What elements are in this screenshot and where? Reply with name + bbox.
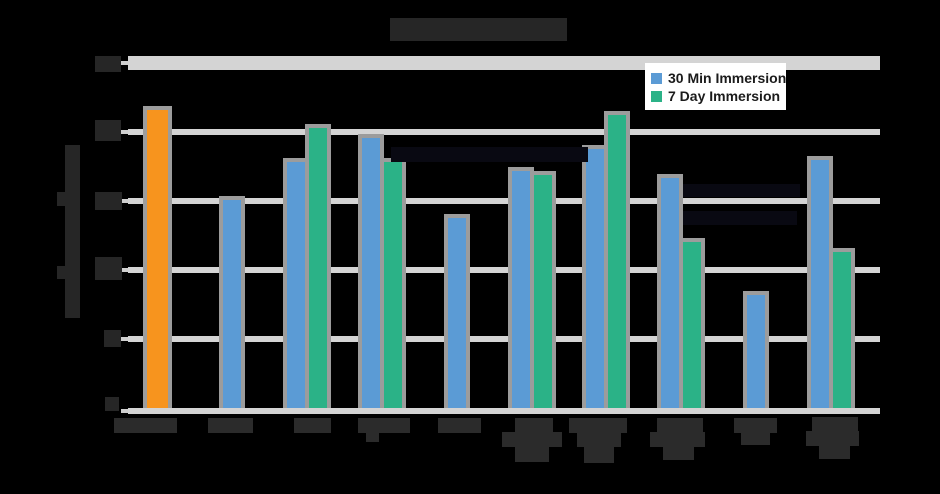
legend-swatch-green [651, 90, 662, 102]
bar [383, 162, 402, 408]
y-axis-title-redacted [57, 266, 65, 279]
x-tick-label-redacted [819, 446, 850, 459]
gridline [128, 408, 880, 414]
x-tick-label-redacted [438, 418, 481, 433]
annotation-redacted [683, 211, 797, 225]
bar [287, 162, 305, 408]
y-tick-label-redacted [95, 257, 122, 280]
x-tick-label-redacted [577, 433, 621, 447]
legend-item: 30 Min Immersion [651, 69, 786, 87]
x-tick-label-redacted [502, 432, 562, 447]
x-tick-label-redacted [114, 418, 177, 433]
bar [586, 148, 605, 408]
y-axis-tick [121, 130, 128, 134]
chart-title-redacted [390, 18, 567, 41]
x-tick-label-redacted [812, 417, 858, 432]
bar [747, 294, 766, 408]
legend: 30 Min Immersion 7 Day Immersion [645, 63, 786, 110]
bar [832, 252, 851, 408]
gridline [128, 129, 880, 135]
y-tick-label-redacted [104, 330, 121, 347]
bar [361, 137, 380, 408]
x-tick-label-redacted [515, 418, 553, 432]
y-axis-tick [121, 337, 128, 341]
x-tick-label-redacted [294, 418, 331, 433]
x-tick-label-redacted [366, 433, 379, 442]
bar [608, 115, 627, 408]
legend-label: 7 Day Immersion [668, 88, 781, 104]
y-axis-title-redacted [65, 145, 80, 318]
bar [511, 170, 530, 408]
y-tick-label-redacted [95, 56, 121, 72]
x-tick-label-redacted [208, 418, 253, 433]
y-axis-tick [121, 268, 128, 272]
gridline [128, 267, 880, 273]
x-tick-label-redacted [584, 447, 614, 463]
legend-label: 30 Min Immersion [668, 70, 786, 86]
x-tick-label-redacted [569, 418, 627, 433]
bar [661, 177, 680, 408]
x-tick-label-redacted [515, 447, 549, 462]
bar [683, 242, 702, 408]
y-axis-tick [121, 409, 128, 413]
bar [447, 217, 466, 408]
x-tick-label-redacted [650, 432, 705, 447]
x-tick-label-redacted [741, 432, 770, 445]
bar [309, 127, 327, 408]
x-tick-label-redacted [806, 431, 859, 446]
x-tick-label-redacted [358, 418, 410, 433]
y-axis-tick [121, 199, 128, 203]
gridline [128, 336, 880, 342]
annotation-redacted [683, 184, 800, 197]
gridline [128, 198, 880, 204]
bar [146, 109, 168, 408]
bar [533, 174, 552, 408]
bar [810, 159, 829, 408]
annotation-redacted [391, 147, 588, 162]
legend-item: 7 Day Immersion [651, 87, 786, 105]
y-tick-label-redacted [95, 192, 122, 210]
legend-swatch-blue [651, 72, 662, 84]
x-tick-label-redacted [663, 447, 694, 460]
y-axis-tick [121, 61, 128, 65]
x-tick-label-redacted [734, 418, 777, 433]
y-axis-title-redacted [57, 192, 65, 206]
bar [223, 199, 242, 408]
y-tick-label-redacted [105, 397, 119, 411]
x-tick-label-redacted [657, 418, 703, 432]
y-tick-label-redacted [95, 120, 121, 141]
